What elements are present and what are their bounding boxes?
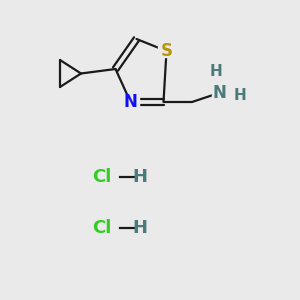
Polygon shape: [122, 96, 139, 108]
Text: Cl: Cl: [92, 219, 112, 237]
Text: S: S: [160, 42, 172, 60]
Text: N: N: [124, 93, 137, 111]
Text: H: H: [210, 64, 222, 80]
Polygon shape: [158, 45, 175, 57]
Polygon shape: [212, 88, 226, 98]
Text: H: H: [132, 168, 147, 186]
Text: N: N: [212, 84, 226, 102]
Text: H: H: [234, 88, 246, 104]
Text: H: H: [132, 219, 147, 237]
Text: Cl: Cl: [92, 168, 112, 186]
